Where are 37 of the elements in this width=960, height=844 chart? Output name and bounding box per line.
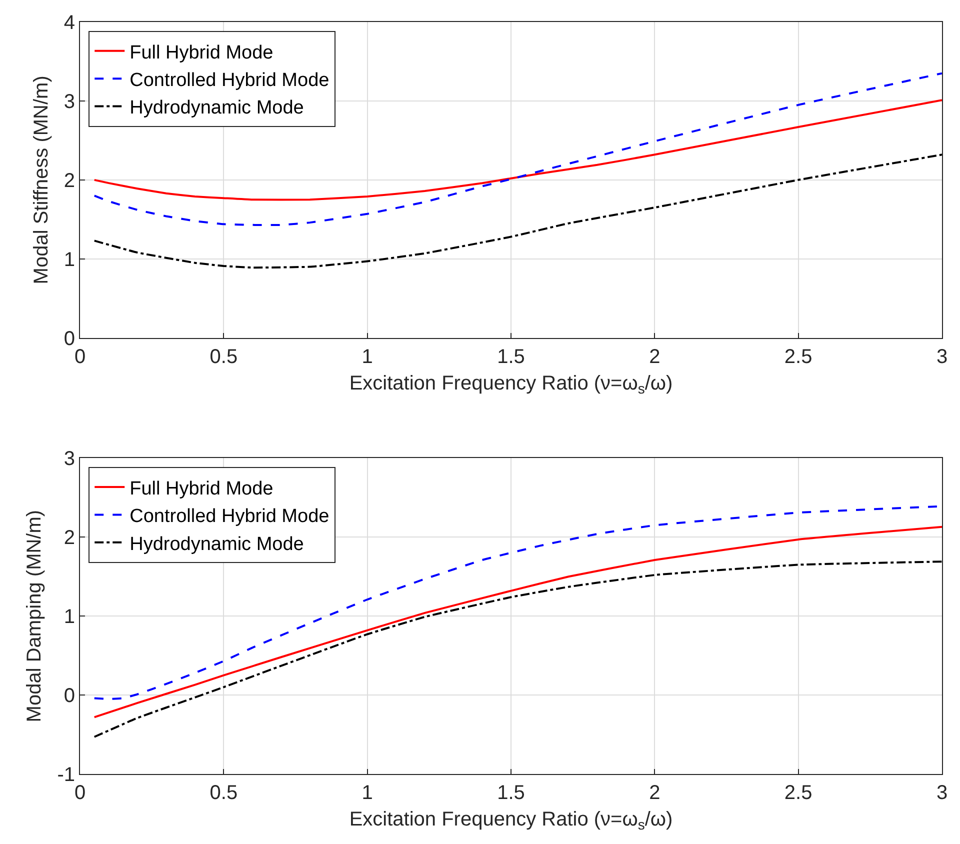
y-tick-label: 2: [64, 170, 75, 192]
legend-label: Full Hybrid Mode: [130, 42, 274, 64]
y-axis-title: Modal Stiffness (MN/m): [30, 76, 52, 284]
x-axis-title: Excitation Frequency Ratio (ν=ω$_{s}$/ω): [349, 808, 673, 833]
x-tick-label: 0.5: [210, 346, 238, 368]
x-tick-label: 2: [649, 346, 660, 368]
y-tick-label: 3: [64, 90, 75, 113]
x-tick-label: 1: [362, 346, 373, 368]
x-tick-label: 2.5: [784, 782, 812, 804]
legend-label: Controlled Hybrid Mode: [130, 506, 330, 528]
x-tick-label: 1.5: [497, 346, 525, 368]
line-series: [93, 99, 942, 201]
y-tick-label: 2: [64, 527, 75, 550]
y-tick-label: 1: [64, 248, 75, 271]
legend-label: Controlled Hybrid Mode: [130, 70, 330, 91]
y-tick-label: 4: [64, 12, 75, 34]
line-series: [93, 560, 942, 738]
x-tick-label: 1: [362, 782, 373, 804]
y-axis-title: Modal Damping (MN/m): [24, 510, 46, 722]
x-tick-label: 0.5: [210, 782, 238, 804]
legend-label: Full Hybrid Mode: [130, 478, 274, 500]
legend-label: Hydrodynamic Mode: [130, 534, 304, 555]
x-tick-label: 2.5: [784, 346, 812, 368]
x-tick-label: 2: [649, 782, 660, 804]
legend-label: Hydrodynamic Mode: [130, 98, 304, 119]
line-series: [93, 526, 942, 718]
line-series: [93, 72, 942, 226]
y-tick-label: 0: [64, 328, 75, 350]
y-tick-label: 3: [64, 448, 75, 470]
y-tick-label: 0: [64, 685, 75, 708]
x-axis-title: Excitation Frequency Ratio (ν=ω$_{s}$/ω): [349, 372, 673, 397]
x-tick-label: 3: [936, 346, 948, 368]
x-tick-label: 1.5: [497, 782, 525, 804]
y-tick-label: -1: [57, 764, 75, 786]
y-tick-label: 1: [64, 606, 75, 628]
line-series: [93, 154, 942, 269]
x-tick-label: 3: [936, 782, 948, 804]
